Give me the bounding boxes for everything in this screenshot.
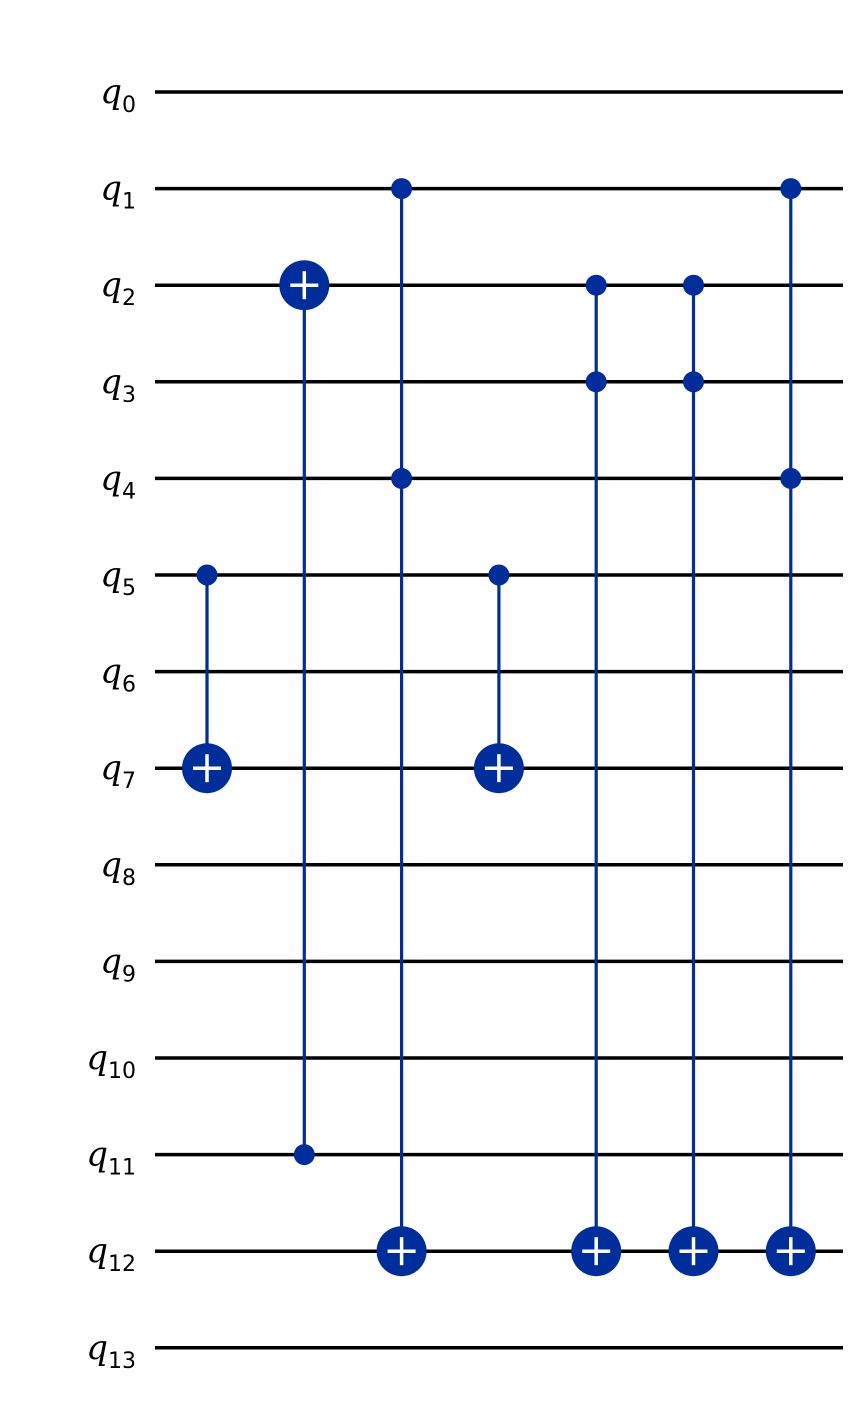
qubit-label-index: 13 — [108, 1349, 136, 1374]
qubit-label-index: 6 — [122, 673, 136, 698]
qubit-label-6: q6 — [100, 652, 136, 698]
gate-ccx-1-4-12-second — [765, 178, 816, 1277]
gate-cx-11-2 — [279, 260, 330, 1166]
control-dot-q1 — [391, 178, 413, 200]
control-dot-q4 — [391, 467, 413, 489]
gate-ccx-2-3-12-b — [668, 274, 719, 1277]
qubit-label-prefix: q — [100, 72, 122, 112]
gate-ccx-2-3-12-a — [571, 274, 622, 1277]
control-dot-q2 — [585, 274, 607, 296]
qubit-label-prefix: q — [100, 555, 122, 595]
qubit-label-12: q12 — [86, 1231, 136, 1277]
qubit-label-index: 11 — [108, 1156, 136, 1181]
qubit-label-prefix: q — [86, 1231, 108, 1271]
qubit-label-index: 8 — [122, 866, 136, 891]
control-dot-q4 — [780, 467, 802, 489]
qubit-label-index: 4 — [122, 479, 136, 504]
qubit-label-prefix: q — [100, 362, 122, 402]
control-dot-q2 — [683, 274, 704, 296]
gates — [182, 178, 816, 1277]
control-dot-q5 — [488, 564, 510, 586]
qubit-label-prefix: q — [100, 748, 122, 788]
qubit-label-index: 2 — [122, 286, 136, 311]
qubit-label-5: q5 — [100, 555, 136, 601]
qubit-label-prefix: q — [86, 1038, 108, 1078]
qubit-label-3: q3 — [100, 362, 136, 408]
qubit-label-9: q9 — [100, 941, 136, 987]
qubit-label-8: q8 — [100, 845, 136, 891]
qubit-label-2: q2 — [100, 265, 136, 311]
control-dot-q1 — [780, 178, 802, 200]
gate-cx-5-7 — [182, 564, 232, 794]
qubit-label-7: q7 — [100, 748, 136, 794]
control-dot-q3 — [585, 371, 607, 393]
qubit-label-prefix: q — [100, 941, 122, 981]
qubit-label-index: 12 — [108, 1252, 136, 1277]
qubit-label-index: 5 — [122, 576, 136, 601]
control-dot-q5 — [196, 564, 218, 586]
qubit-label-0: q0 — [100, 72, 136, 118]
gate-ccx-1-4-12 — [376, 178, 427, 1277]
control-dot-q11 — [293, 1144, 315, 1166]
qubit-label-index: 10 — [108, 1059, 136, 1084]
qubit-label-index: 9 — [122, 962, 136, 987]
qubit-label-prefix: q — [86, 1328, 108, 1368]
qubit-label-13: q13 — [86, 1328, 136, 1374]
qubit-label-prefix: q — [100, 265, 122, 305]
qubit-label-prefix: q — [100, 845, 122, 885]
qubit-label-1: q1 — [100, 169, 136, 215]
qubit-label-index: 7 — [122, 769, 136, 794]
qubit-label-4: q4 — [100, 458, 136, 504]
control-dot-q3 — [683, 371, 704, 393]
qubit-label-index: 0 — [122, 93, 136, 118]
qubit-label-prefix: q — [86, 1135, 108, 1175]
qubit-label-prefix: q — [100, 169, 122, 209]
qubit-label-prefix: q — [100, 458, 122, 498]
qubit-label-index: 1 — [122, 190, 136, 215]
qubit-label-10: q10 — [86, 1038, 136, 1084]
qubit-label-index: 3 — [122, 383, 136, 408]
qubit-label-11: q11 — [86, 1135, 136, 1181]
gate-cx-5-7-second — [473, 564, 524, 794]
qubit-label-prefix: q — [100, 652, 122, 692]
